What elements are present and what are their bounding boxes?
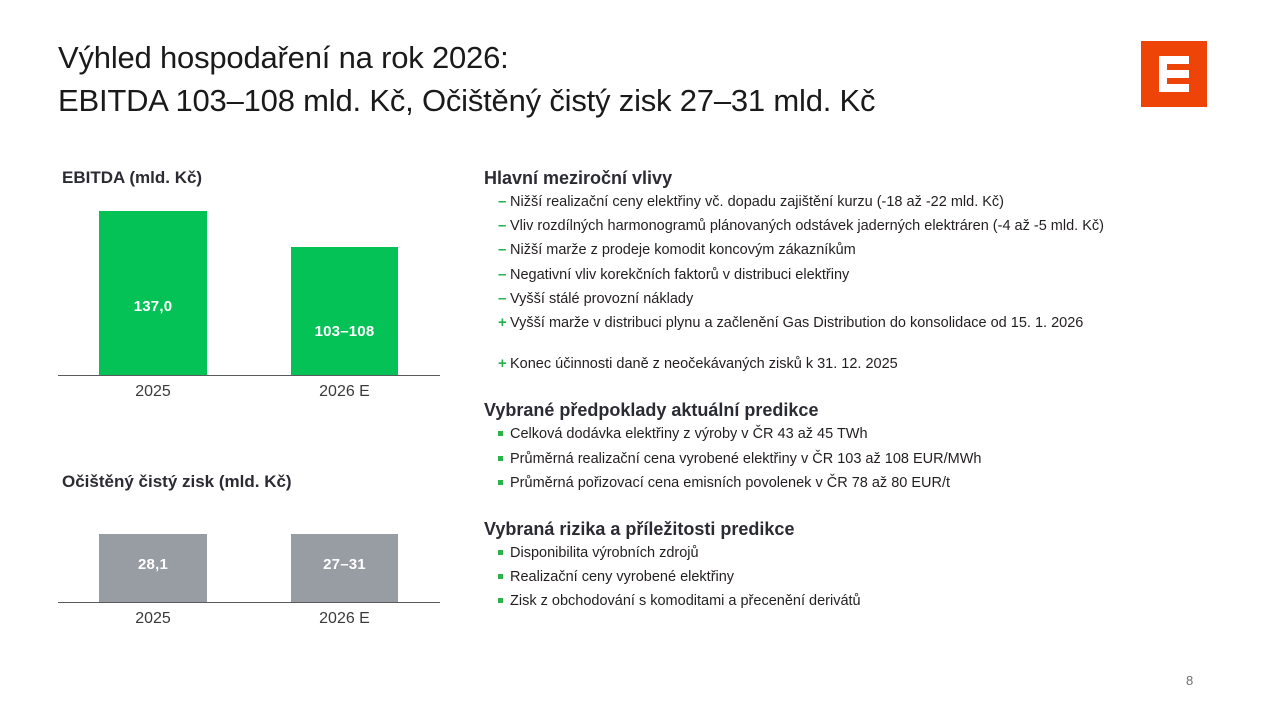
bar-value-ebitda-2025: 137,0 bbox=[133, 297, 173, 315]
section-assumptions: Vybrané předpoklady aktuální predikce Ce… bbox=[484, 398, 1184, 495]
section-heading-main-yoy-effects: Hlavní meziroční vlivy bbox=[484, 168, 673, 188]
list-item-text: Konec účinnosti daně z neočekávaných zis… bbox=[510, 356, 898, 373]
list-item-text: Nižší marže z prodeje komodit koncovým z… bbox=[510, 242, 856, 259]
list-item: Realizační ceny vyrobené elektřiny bbox=[484, 565, 1184, 589]
list-item-text: Průměrná pořizovací cena emisních povole… bbox=[510, 474, 951, 491]
list-item: – Vliv rozdílných harmonogramů plánovaný… bbox=[484, 214, 1184, 238]
section-heading-assumptions: Vybrané předpoklady aktuální predikce bbox=[484, 400, 819, 421]
section-main-yoy-effects: Hlavní meziroční vlivy – Nižší realizačn… bbox=[484, 166, 1184, 376]
bar-value-ebitda-2026e: 103–108 bbox=[314, 322, 375, 340]
list-item: + Vyšší marže v distribuci plynu a začle… bbox=[484, 311, 1184, 335]
list-item: – Nižší marže z prodeje komodit koncovým… bbox=[484, 238, 1184, 262]
list-item-text: Disponibilita výrobních zdrojů bbox=[510, 545, 699, 562]
bar-profit-2025: 28,1 bbox=[99, 534, 207, 602]
list-item-text: Průměrná realizační cena vyrobené elektř… bbox=[510, 450, 982, 467]
ebitda-bar-chart: 137,0 103–108 2025 2026 E bbox=[58, 200, 443, 405]
profit-axis-line bbox=[58, 602, 440, 603]
list-item: – Vyšší stálé provozní náklady bbox=[484, 287, 1184, 311]
list-item: Průměrná realizační cena vyrobené elektř… bbox=[484, 447, 1184, 471]
profit-category-label-2026e: 2026 E bbox=[319, 610, 370, 627]
profit-category-label-2025: 2025 bbox=[135, 610, 171, 627]
page-title-line-2: EBITDA 103–108 mld. Kč, Očištěný čistý z… bbox=[58, 83, 876, 118]
bar-ebitda-2025: 137,0 bbox=[99, 211, 207, 375]
minus-icon: – bbox=[498, 265, 507, 283]
minus-icon: – bbox=[498, 193, 507, 210]
minus-icon: – bbox=[498, 289, 507, 307]
square-bullet-icon bbox=[484, 471, 510, 495]
list-item-text: Nižší realizační ceny elektřiny vč. dopa… bbox=[510, 194, 1005, 210]
list-item: – Negativní vliv korekčních faktorů v di… bbox=[484, 263, 1184, 287]
list-spacer bbox=[484, 335, 1184, 352]
bullet-list-assumptions: Celková dodávka elektřiny z výroby v ČR … bbox=[484, 422, 1184, 495]
list-item-text: Vyšší stálé provozní náklady bbox=[510, 290, 694, 307]
square-bullet-icon bbox=[484, 422, 510, 446]
minus-icon: – bbox=[498, 241, 507, 259]
section-spacer bbox=[484, 376, 1184, 398]
list-item-text: Zisk z obchodování s komoditami a přecen… bbox=[510, 593, 861, 610]
bar-value-profit-2026e: 27–31 bbox=[323, 555, 366, 573]
list-item: Zisk z obchodování s komoditami a přecen… bbox=[484, 589, 1184, 613]
list-item: – Nižší realizační ceny elektřiny vč. do… bbox=[484, 190, 1184, 214]
square-bullet-icon bbox=[484, 447, 510, 471]
ebitda-category-label-2025: 2025 bbox=[135, 383, 171, 400]
list-item-text: Realizační ceny vyrobené elektřiny bbox=[510, 569, 735, 586]
bullet-list-main-yoy-effects-extra: + Konec účinnosti daně z neočekávaných z… bbox=[484, 352, 1184, 376]
list-item-text: Celková dodávka elektřiny z výroby v ČR … bbox=[510, 426, 868, 443]
bar-ebitda-2026e: 103–108 bbox=[291, 247, 398, 375]
square-bullet-icon bbox=[484, 589, 510, 613]
square-bullet-icon bbox=[484, 565, 510, 589]
list-item-text: Vyšší marže v distribuci plynu a začleně… bbox=[510, 315, 1084, 332]
profit-bar-chart: 28,1 27–31 2025 2026 E bbox=[58, 520, 443, 635]
bullet-list-risks-opportunities: Disponibilita výrobních zdrojů Realizačn… bbox=[484, 541, 1184, 614]
ebitda-axis-line bbox=[58, 375, 440, 376]
list-item: Celková dodávka elektřiny z výroby v ČR … bbox=[484, 422, 1184, 446]
ebitda-chart-title: EBITDA (mld. Kč) bbox=[62, 168, 203, 187]
list-item: + Konec účinnosti daně z neočekávaných z… bbox=[484, 352, 1184, 376]
section-spacer bbox=[484, 495, 1184, 517]
list-item: Průměrná pořizovací cena emisních povole… bbox=[484, 471, 1184, 495]
profit-chart-title: Očištěný čistý zisk (mld. Kč) bbox=[62, 472, 292, 491]
square-bullet-icon bbox=[484, 541, 510, 565]
list-item-text: Negativní vliv korekčních faktorů v dist… bbox=[510, 266, 850, 283]
cez-logo-icon bbox=[1141, 41, 1207, 107]
page-number: 8 bbox=[1186, 673, 1194, 688]
list-item: Disponibilita výrobních zdrojů bbox=[484, 541, 1184, 565]
plus-icon: + bbox=[498, 355, 507, 373]
list-item-text: Vliv rozdílných harmonogramů plánovaných… bbox=[510, 218, 1104, 235]
bar-value-profit-2025: 28,1 bbox=[138, 555, 168, 573]
bar-profit-2026e: 27–31 bbox=[291, 534, 398, 602]
section-heading-risks-opportunities: Vybraná rizika a příležitosti predikce bbox=[484, 519, 795, 540]
minus-icon: – bbox=[498, 217, 507, 235]
bullet-list-main-yoy-effects: – Nižší realizační ceny elektřiny vč. do… bbox=[484, 190, 1184, 335]
page-title: Výhled hospodaření na rok 2026: EBITDA 1… bbox=[58, 36, 1098, 122]
plus-icon: + bbox=[498, 314, 507, 332]
section-risks-opportunities: Vybraná rizika a příležitosti predikce D… bbox=[484, 517, 1184, 614]
ebitda-category-label-2026e: 2026 E bbox=[319, 383, 370, 400]
page-title-line-1: Výhled hospodaření na rok 2026: bbox=[58, 40, 509, 75]
content-column: Hlavní meziroční vlivy – Nižší realizačn… bbox=[484, 166, 1184, 614]
